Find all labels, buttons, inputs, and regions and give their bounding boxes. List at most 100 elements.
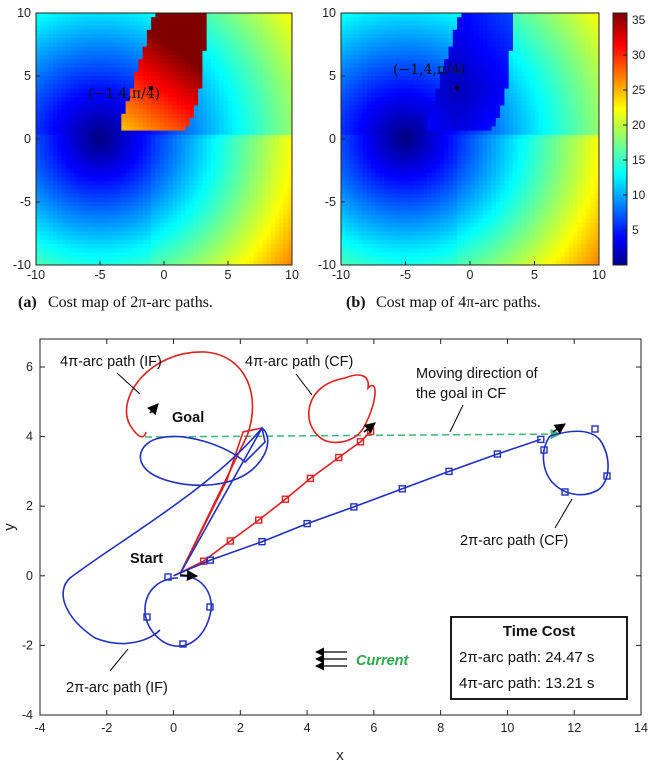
blue-if-label: 2π-arc path (IF) (66, 680, 168, 696)
y-tick-label: 5 (329, 69, 336, 83)
colorbar-tick-label: 35 (632, 13, 646, 27)
x-tick-label: -10 (332, 268, 350, 282)
blue-cf-leader (554, 498, 573, 529)
red-cf-loop (308, 374, 376, 444)
blue-cf-path (173, 438, 542, 577)
heatmap-a: -10 -5 0 5 10 10 5 0 -5 -10 (−1,4,π/4) (13, 6, 299, 282)
direction-label-2: the goal in CF (416, 386, 506, 402)
x-tick-label: -5 (400, 268, 411, 282)
heatmap-b: -10 -5 0 5 10 10 5 0 -5 -10 (−1,4,π/4) (318, 6, 606, 282)
y-tick-label: 0 (24, 132, 31, 146)
y-tick-label: -5 (20, 195, 31, 209)
x-tick-label: 6 (370, 721, 377, 735)
x-tick-label: 2 (237, 721, 244, 735)
x-tick-label: 5 (225, 268, 232, 282)
path-marker (303, 519, 311, 528)
path-marker (493, 450, 502, 458)
y-tick-label: -4 (22, 708, 33, 722)
path-marker (398, 485, 406, 493)
y-tick-label: 6 (26, 360, 33, 374)
x-tick-label: 8 (437, 721, 444, 735)
x-tick-label: -2 (101, 721, 112, 735)
goal-direction-line (144, 428, 562, 440)
colorbar-tick-label: 10 (632, 188, 646, 202)
y-tick-label: 10 (322, 6, 336, 20)
x-tick-label: 10 (285, 268, 299, 282)
path-marker (445, 467, 453, 476)
legend-line-4pi: 4π-arc path: 13.21 s (459, 675, 594, 692)
y-axis-label: y (1, 523, 18, 531)
current-label: Current (356, 653, 410, 669)
current-indicator: Current (315, 647, 410, 671)
caption-b: (b) Cost map of 4π-arc paths. (346, 294, 541, 311)
x-tick-label: 10 (592, 268, 606, 282)
y-tick-label: -10 (13, 258, 31, 272)
y-tick-label: 5 (24, 69, 31, 83)
path-marker (306, 474, 315, 483)
red-if-path (125, 351, 254, 575)
goal-label: Goal (172, 410, 204, 426)
red-if-label: 4π-arc path (IF) (60, 354, 162, 370)
colorbar-tick-label: 30 (632, 48, 646, 62)
path-marker (335, 453, 343, 462)
colorbar-tick-label: 5 (632, 223, 639, 237)
y-tick-label: 0 (329, 132, 336, 146)
point-label-a: (−1,4,π/4) (88, 86, 160, 102)
y-tick-label: 0 (26, 569, 33, 583)
y-tick-label: 2 (26, 499, 33, 513)
start-heading-arrow (179, 569, 199, 581)
colorbar-gradient (612, 12, 628, 266)
red-cf-leader (295, 373, 313, 396)
colorbar-tick-label: 20 (632, 118, 646, 132)
colorbar-tick-label: 25 (632, 83, 646, 97)
direction-leader (449, 404, 464, 433)
blue-if-leader (109, 648, 129, 672)
blue-if-path (62, 426, 269, 645)
y-tick-label: -5 (325, 195, 336, 209)
x-tick-label: 12 (567, 721, 581, 735)
x-tick-label: 0 (170, 721, 177, 735)
path-marker (356, 438, 365, 446)
caption-a-text: Cost map of 2π-arc paths. (48, 294, 213, 311)
caption-a: (a) Cost map of 2π-arc paths. (18, 294, 213, 311)
red-if-leader (116, 372, 141, 395)
path-marker (537, 435, 545, 444)
x-tick-label: 5 (531, 268, 538, 282)
path-marker (254, 516, 263, 524)
target-point-a (148, 85, 154, 91)
x-tick-label: 14 (634, 721, 648, 735)
goal-heading-arrow (147, 403, 159, 416)
target-point-b (454, 85, 460, 91)
x-tick-label: 10 (500, 721, 514, 735)
direction-label-1: Moving direction of (416, 366, 539, 382)
x-tick-label: -10 (27, 268, 45, 282)
legend-line-2pi: 2π-arc path: 24.47 s (459, 649, 594, 666)
caption-a-label: (a) (18, 294, 37, 311)
time-cost-legend: Time Cost 2π-arc path: 24.47 s 4π-arc pa… (450, 616, 628, 700)
blue-if-loop (144, 575, 212, 647)
x-tick-label: 0 (467, 268, 474, 282)
y-tick-label: -2 (22, 638, 33, 652)
x-tick-label: 4 (304, 721, 311, 735)
point-label-b: (−1,4,π/4) (393, 62, 465, 78)
red-cf-label: 4π-arc path (CF) (245, 354, 353, 370)
path-marker (350, 503, 358, 511)
colorbar-tick-label: 15 (632, 153, 646, 167)
start-label: Start (130, 551, 163, 567)
path-marker (226, 537, 235, 545)
y-tick-label: -10 (318, 258, 336, 272)
x-axis-label: x (336, 747, 344, 764)
red-cf-path (173, 430, 372, 577)
trajectory-plot: -4 -2 0 2 4 6 8 10 12 14 6 4 2 0 -2 -4 x y (1, 338, 648, 764)
caption-b-label: (b) (346, 294, 366, 311)
blue-cf-loop (542, 430, 609, 496)
path-marker (206, 556, 215, 564)
goal-cf-arrow-blue (552, 423, 566, 435)
x-tick-label: 0 (161, 268, 168, 282)
y-tick-label: 4 (26, 430, 33, 444)
colorbar: 35 30 25 20 15 10 5 (612, 12, 646, 266)
path-marker (258, 538, 266, 546)
blue-cf-label: 2π-arc path (CF) (460, 533, 568, 549)
x-tick-label: -4 (34, 721, 45, 735)
